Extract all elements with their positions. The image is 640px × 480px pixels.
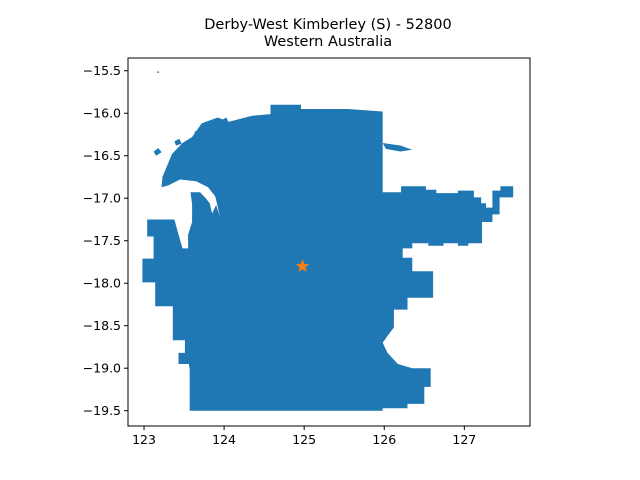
- y-axis: −15.5 −16.0 −16.5 −17.0 −17.5 −18.0 −18.5 −19.0…: [83, 63, 128, 418]
- y-tick-label: −17.5: [83, 233, 121, 248]
- x-tick-label: 124: [212, 432, 236, 447]
- axes-frame: [127, 57, 531, 427]
- island-polygon: [221, 117, 229, 124]
- island-polygon: [174, 138, 182, 146]
- chart-title: Derby-West Kimberley (S) - 52800 Western…: [128, 17, 528, 51]
- x-axis: 123 124 125 126 127: [132, 426, 476, 447]
- island-polygon: [382, 143, 413, 152]
- title-line-1: Derby-West Kimberley (S) - 52800: [204, 17, 452, 33]
- island-polygon: [194, 128, 202, 136]
- marker-layer: [295, 259, 310, 272]
- title-line-2: Western Australia: [263, 34, 393, 50]
- island-polygon: [153, 148, 162, 156]
- x-tick-label: 125: [292, 432, 316, 447]
- centroid-star-marker: [295, 259, 310, 272]
- y-tick-label: −16.5: [83, 148, 121, 163]
- y-tick-label: −18.5: [83, 318, 121, 333]
- y-tick-label: −18.0: [83, 276, 121, 291]
- island-polygon: [156, 70, 160, 74]
- y-tick-label: −19.0: [83, 361, 121, 376]
- region-layer: [142, 70, 514, 411]
- y-tick-label: −19.5: [83, 403, 121, 418]
- region-polygon: [142, 104, 514, 411]
- x-tick-label: 127: [452, 432, 476, 447]
- x-tick-label: 126: [372, 432, 396, 447]
- y-tick-label: −15.5: [83, 63, 121, 78]
- y-tick-label: −16.0: [83, 106, 121, 121]
- y-tick-label: −17.0: [83, 191, 121, 206]
- x-tick-label: 123: [132, 432, 156, 447]
